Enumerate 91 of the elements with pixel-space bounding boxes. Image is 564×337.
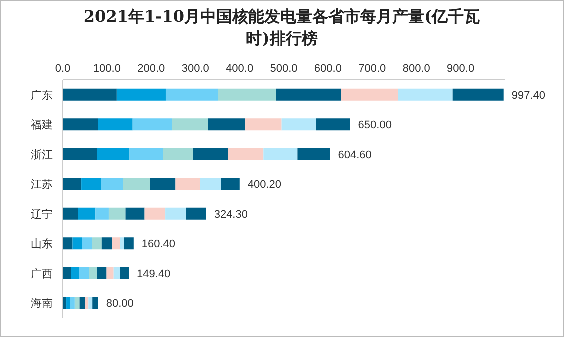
bar (63, 178, 82, 190)
bar (126, 208, 145, 220)
bar (63, 238, 73, 250)
total-label: 80.00 (106, 298, 134, 310)
bar (96, 208, 109, 220)
bar (112, 238, 120, 250)
total-label: 604.60 (338, 149, 372, 162)
total-label: 160.40 (142, 238, 176, 251)
x-tick-label: 700.0 (358, 63, 386, 75)
bar (82, 238, 92, 250)
bar (452, 88, 504, 101)
y-tick-label: 海南 (31, 297, 53, 310)
y-tick-label: 福建 (31, 118, 53, 132)
chart-title: 2021年1-10月中国核能发电量各省市每月产量(亿千瓦时)排行榜 (84, 7, 480, 48)
bar (63, 267, 72, 280)
bar (246, 118, 282, 131)
bar (130, 148, 164, 160)
bar (208, 118, 246, 131)
bar (398, 88, 453, 101)
bar (298, 148, 330, 160)
y-tick-label: 山东 (31, 238, 53, 251)
total-label: 997.40 (512, 90, 546, 102)
bar (63, 118, 98, 131)
x-tick-label: 600.0 (314, 63, 342, 75)
bar (341, 88, 398, 101)
bar (66, 297, 70, 310)
total-label: 149.40 (137, 268, 171, 280)
bar (166, 208, 186, 220)
bar (79, 267, 90, 280)
x-tick-label: 200.0 (138, 63, 166, 75)
bar (114, 267, 120, 280)
bar (264, 148, 298, 160)
bar (116, 88, 166, 101)
bar (193, 148, 228, 160)
bar (74, 297, 80, 310)
bar (176, 178, 200, 190)
y-tick-label: 浙江 (31, 148, 53, 162)
total-label: 324.30 (214, 208, 248, 221)
bar (78, 208, 96, 220)
x-tick-label: 500.0 (270, 63, 298, 75)
bar (144, 208, 166, 220)
bar (71, 267, 80, 280)
bar (98, 118, 133, 131)
bar (80, 297, 86, 310)
bar (89, 267, 98, 280)
bar (88, 297, 93, 310)
bar (276, 88, 342, 101)
y-tick-label: 广东 (31, 88, 53, 102)
bar (200, 178, 222, 190)
bar (316, 118, 350, 131)
bar (132, 118, 172, 131)
x-tick-label: 300.0 (182, 63, 210, 75)
bar (186, 208, 206, 220)
bar (63, 208, 78, 220)
bar (63, 88, 117, 101)
bar (120, 238, 124, 250)
y-tick-label: 广西 (31, 267, 53, 280)
bar (172, 118, 208, 131)
bar (97, 267, 107, 280)
bar (221, 178, 240, 190)
bar (85, 297, 89, 310)
bar (166, 88, 218, 101)
bar (108, 208, 126, 220)
x-tick-label: 100.0 (93, 63, 121, 75)
bar (92, 238, 102, 250)
bar (70, 297, 75, 310)
bar (282, 118, 316, 131)
x-tick-label: 900.0 (447, 63, 475, 75)
bar (124, 238, 134, 250)
bar (218, 88, 276, 101)
bar (63, 148, 98, 160)
x-tick-label: 400.0 (226, 63, 254, 75)
x-tick-label: 0.0 (55, 63, 71, 75)
total-label: 650.00 (358, 120, 392, 132)
bar (120, 267, 130, 280)
bar (97, 148, 130, 160)
bar (228, 148, 264, 160)
y-tick-label: 江苏 (31, 178, 53, 192)
bar (106, 267, 114, 280)
bar (72, 238, 82, 250)
y-tick-label: 辽宁 (31, 208, 53, 221)
bar (63, 297, 67, 310)
x-tick-label: 800.0 (402, 63, 430, 75)
bar (123, 178, 150, 190)
bar (102, 238, 112, 250)
bar (150, 178, 176, 190)
total-label: 400.20 (248, 179, 282, 192)
bar (163, 148, 194, 160)
bar (82, 178, 102, 190)
bar (92, 297, 98, 310)
bar (101, 178, 124, 190)
